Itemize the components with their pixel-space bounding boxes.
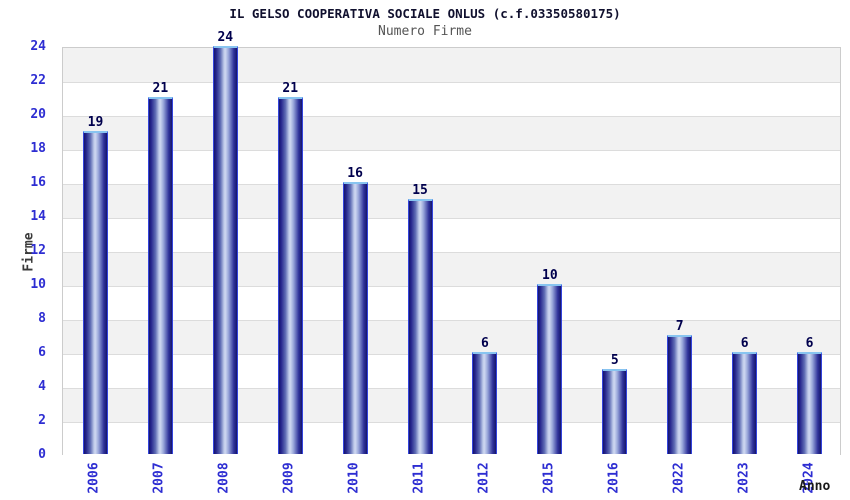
x-tick-label: 2009	[281, 462, 297, 494]
y-tick-label: 2	[38, 413, 46, 428]
grid-band	[63, 422, 840, 456]
x-tick-label: 2012	[476, 462, 492, 494]
x-tick-label: 2011	[411, 462, 427, 494]
bar-value-label: 7	[675, 319, 684, 334]
bar-2016	[602, 369, 627, 454]
bar-2008	[213, 46, 238, 454]
y-tick-label: 16	[30, 175, 46, 190]
bar-value-label: 19	[87, 115, 104, 130]
grid-band	[63, 388, 840, 422]
x-tick-label: 2010	[346, 462, 362, 494]
bar-2009	[278, 97, 303, 454]
bar-2024	[797, 352, 822, 454]
y-tick-label: 14	[30, 209, 46, 224]
x-tick-label: 2008	[216, 462, 232, 494]
x-tick-label: 2007	[151, 462, 167, 494]
bar-value-label: 21	[282, 81, 299, 96]
grid-band	[63, 48, 840, 82]
bar-2006	[83, 131, 108, 454]
grid-band	[63, 218, 840, 252]
y-tick-label: 6	[38, 345, 46, 360]
grid-band	[63, 116, 840, 150]
grid-line	[63, 286, 840, 287]
grid-band	[63, 320, 840, 354]
grid-band	[63, 286, 840, 320]
grid-line	[63, 320, 840, 321]
y-tick-label: 24	[30, 39, 46, 54]
y-tick-label: 20	[30, 107, 46, 122]
bar-value-label: 6	[481, 336, 489, 351]
grid-band	[63, 82, 840, 116]
bar-value-label: 16	[347, 166, 363, 181]
y-tick-label: 22	[30, 73, 46, 88]
x-tick-label: 2022	[671, 462, 687, 494]
bar-value-label: 21	[152, 81, 169, 96]
y-tick-label: 0	[38, 447, 46, 462]
y-tick-label: 12	[30, 243, 46, 258]
bar-value-label: 5	[610, 353, 619, 368]
grid-line	[63, 388, 840, 389]
grid-line	[63, 82, 840, 83]
bar-value-label: 6	[740, 336, 749, 351]
bar-value-label: 24	[217, 30, 234, 45]
chart-title: IL GELSO COOPERATIVA SOCIALE ONLUS (c.f.…	[229, 6, 621, 21]
bar-2007	[148, 97, 173, 454]
bar-2010	[343, 182, 368, 454]
y-tick-label: 10	[30, 277, 46, 292]
grid-band	[63, 184, 840, 218]
bar-value-label: 15	[412, 183, 428, 198]
x-tick-label: 2016	[606, 462, 622, 494]
grid-band	[63, 252, 840, 286]
bar-2012	[472, 352, 497, 454]
grid-line	[63, 422, 840, 423]
bar-value-label: 10	[542, 268, 558, 283]
y-tick-label: 18	[30, 141, 46, 156]
grid-line	[63, 116, 840, 117]
bar-2022	[667, 335, 692, 454]
grid-line	[63, 354, 840, 355]
x-axis-label: Anno	[799, 479, 831, 494]
y-tick-label: 4	[38, 379, 46, 394]
x-tick-label: 2006	[86, 462, 102, 494]
chart-subtitle: Numero Firme	[378, 24, 472, 39]
bar-value-label: 6	[805, 336, 814, 351]
grid-line	[63, 252, 840, 253]
grid-line	[63, 218, 840, 219]
grid-line	[63, 184, 840, 185]
plot-area: 19 21 24 21 16 15 6 10 5 7 6 6	[62, 30, 841, 456]
bar-2015	[537, 284, 562, 454]
y-tick-label: 8	[38, 311, 46, 326]
bar-2011	[408, 199, 433, 454]
grid-band	[63, 354, 840, 388]
x-tick-label: 2023	[736, 462, 752, 494]
grid-band	[63, 150, 840, 184]
bar-2023	[732, 352, 757, 454]
x-tick-label: 2015	[541, 462, 557, 494]
grid-line	[63, 150, 840, 151]
